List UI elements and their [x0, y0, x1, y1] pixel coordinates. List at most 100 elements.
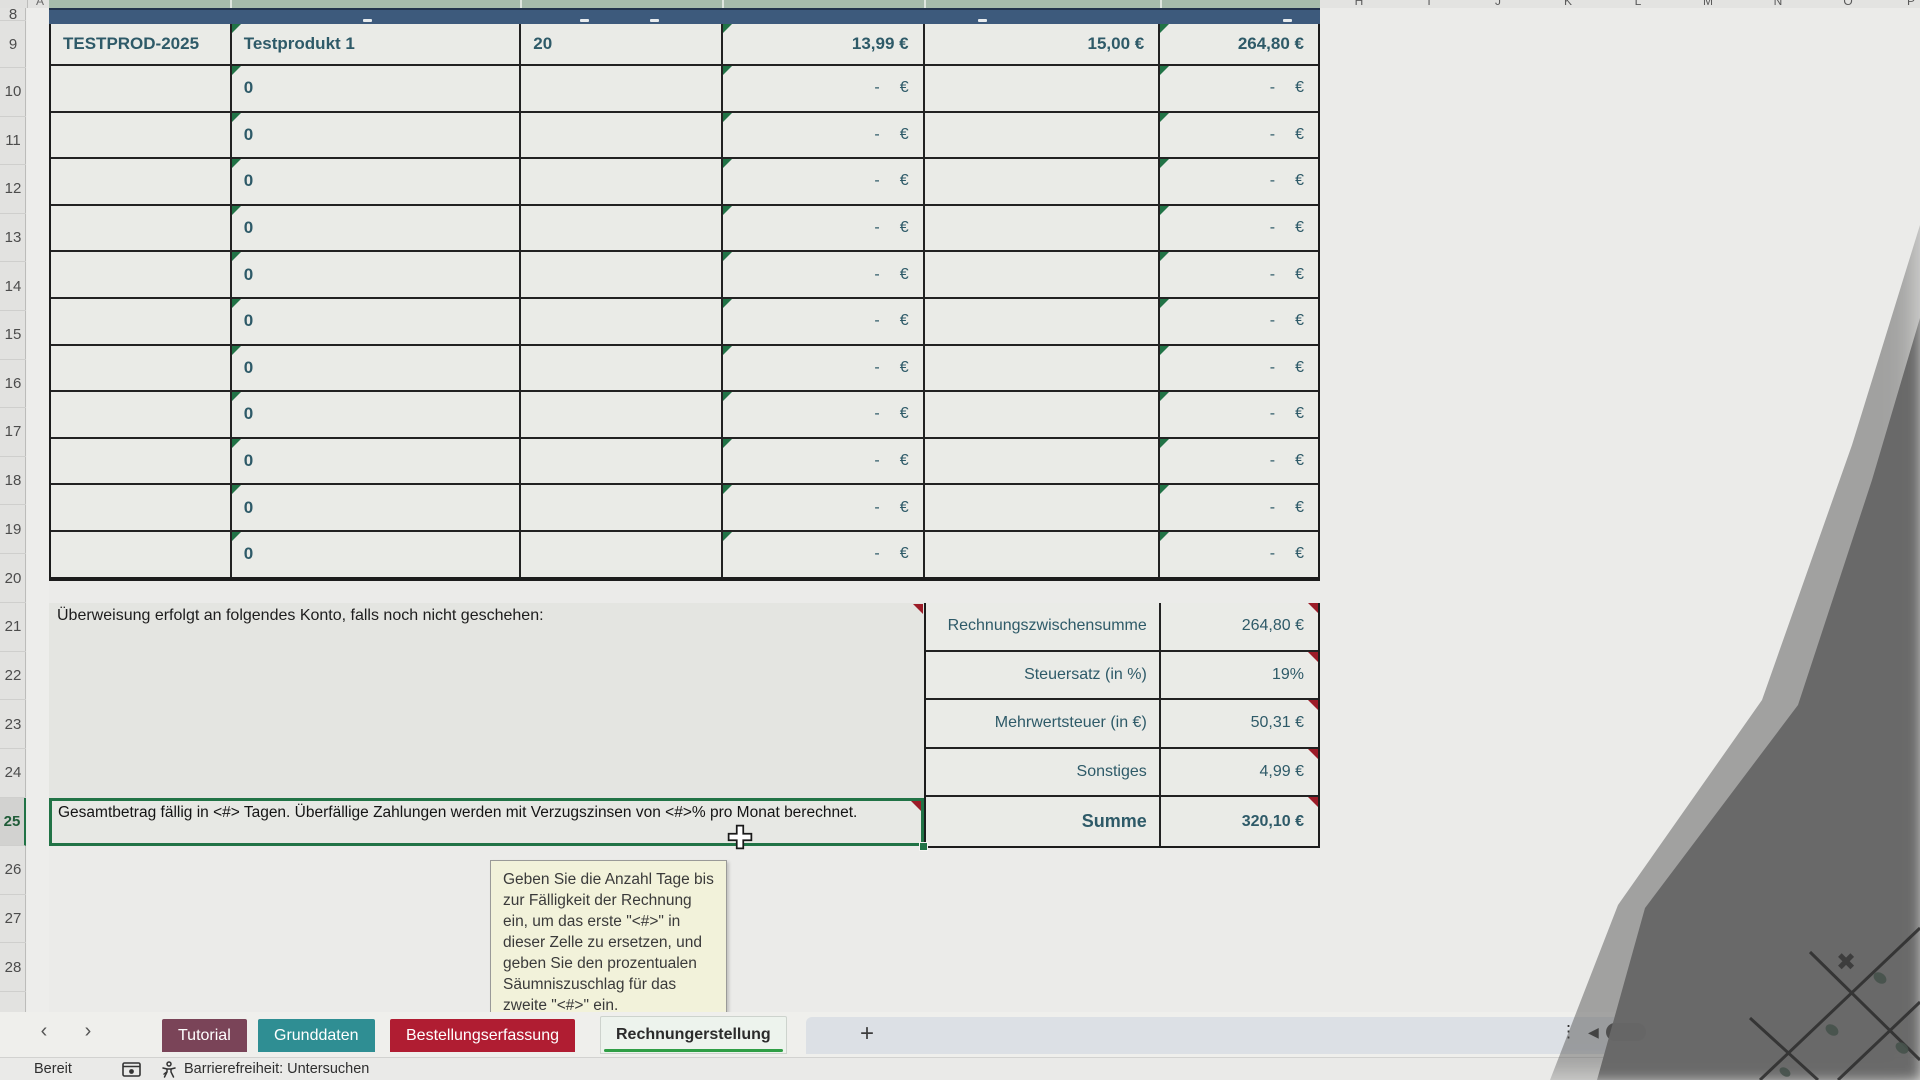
cell-shipping[interactable]: 15,00 €: [925, 24, 1161, 64]
cell-total[interactable]: - €: [1160, 298, 1318, 344]
cell-total[interactable]: - €: [1160, 345, 1318, 391]
row-header-14[interactable]: 14: [0, 262, 26, 311]
cell-product-name[interactable]: 0: [231, 485, 522, 530]
summary-label[interactable]: Rechnungszwischensumme: [926, 603, 1161, 650]
sheet-tab-bestellungserfassung[interactable]: Bestellungserfassung: [390, 1019, 575, 1052]
row-number-gutter[interactable]: 8 9 10 11 12 13 14 15 16 17 18 19 20 21 22 23 24 25 26 27 28: [0, 6, 26, 1012]
cell-shipping[interactable]: [925, 345, 1161, 391]
cell-shipping[interactable]: [925, 205, 1161, 251]
column-letter-o[interactable]: O: [1843, 0, 1853, 8]
row-header-20[interactable]: 20: [0, 554, 26, 603]
column-letter-k[interactable]: K: [1563, 0, 1572, 8]
cell-unit-price[interactable]: - €: [722, 392, 925, 437]
cell-unit-price[interactable]: - €: [722, 485, 925, 530]
cell-product-id[interactable]: [51, 66, 232, 111]
sheet-tab-rechnungerstellung[interactable]: Rechnungerstellung: [600, 1016, 787, 1054]
cell-unit-price[interactable]: 13,99 €: [722, 24, 925, 64]
cell-product-name[interactable]: 0: [231, 345, 522, 391]
row-header-9[interactable]: 9: [0, 21, 26, 68]
cell-unit-price[interactable]: - €: [722, 531, 925, 577]
cell-quantity[interactable]: [521, 345, 723, 391]
cell-quantity[interactable]: [521, 485, 723, 530]
row-header-8[interactable]: 8: [0, 6, 26, 23]
cell-shipping[interactable]: [925, 252, 1161, 297]
cell-shipping[interactable]: [925, 485, 1161, 530]
cell-product-name[interactable]: 0: [231, 205, 522, 251]
cell-quantity[interactable]: [521, 298, 723, 344]
macro-record-icon[interactable]: [122, 1062, 142, 1078]
cell-quantity[interactable]: [521, 112, 723, 158]
cell-total[interactable]: 264,80 €: [1160, 24, 1318, 64]
cell-quantity[interactable]: [521, 252, 723, 297]
cell-product-id[interactable]: [51, 112, 232, 158]
table-row-empty[interactable]: 0 - € - €: [51, 159, 1318, 206]
cell-unit-price[interactable]: - €: [722, 438, 925, 484]
table-row-empty[interactable]: 0 - € - €: [51, 205, 1318, 253]
column-letter-n[interactable]: N: [1773, 0, 1783, 8]
table-row-empty[interactable]: 0 - € - €: [51, 66, 1318, 113]
summary-label[interactable]: Summe: [926, 797, 1161, 846]
row-header-28[interactable]: 28: [0, 943, 26, 992]
cell-product-name[interactable]: 0: [231, 438, 522, 484]
cell-shipping[interactable]: [925, 392, 1161, 437]
cell-product-id[interactable]: [51, 252, 232, 297]
sheet-nav-prev-icon[interactable]: ‹: [40, 1020, 48, 1042]
summary-label[interactable]: Steuersatz (in %): [926, 651, 1161, 699]
table-row[interactable]: TESTPROD-2025 Testprodukt 1 20 13,99 € 1…: [51, 24, 1318, 66]
cell-total[interactable]: - €: [1160, 159, 1318, 204]
row-header-23[interactable]: 23: [0, 700, 26, 750]
cell-product-id[interactable]: [51, 205, 232, 251]
summary-value[interactable]: 19%: [1161, 651, 1318, 699]
row-header-10[interactable]: 10: [0, 68, 26, 117]
summary-label[interactable]: Mehrwertsteuer (in €): [926, 700, 1161, 747]
cell-total[interactable]: - €: [1160, 485, 1318, 530]
cell-quantity[interactable]: [521, 392, 723, 437]
table-row-empty[interactable]: 0 - € - €: [51, 112, 1318, 160]
sheet-tab-grunddaten[interactable]: Grunddaten: [258, 1019, 375, 1052]
cell-total[interactable]: - €: [1160, 112, 1318, 158]
cell-quantity[interactable]: [521, 205, 723, 251]
cell-product-id[interactable]: TESTPROD-2025: [51, 24, 232, 64]
cell-unit-price[interactable]: - €: [722, 298, 925, 344]
row-header-17[interactable]: 17: [0, 408, 26, 457]
table-row-empty[interactable]: 0 - € - €: [51, 252, 1318, 299]
row-header-21[interactable]: 21: [0, 603, 26, 652]
cell-quantity[interactable]: 20: [521, 24, 723, 64]
row-header-16[interactable]: 16: [0, 360, 26, 409]
summary-label[interactable]: Sonstiges: [926, 748, 1161, 796]
hscroll-thumb[interactable]: [1606, 1023, 1646, 1041]
cell-unit-price[interactable]: - €: [722, 345, 925, 391]
table-row-empty[interactable]: 0 - € - €: [51, 345, 1318, 393]
accessibility-person-icon[interactable]: [160, 1061, 178, 1079]
selection-fill-handle[interactable]: [919, 842, 928, 851]
column-letter-l[interactable]: L: [1634, 0, 1642, 8]
cell-quantity[interactable]: [521, 438, 723, 484]
cell-product-id[interactable]: [51, 298, 232, 344]
cell-total[interactable]: - €: [1160, 438, 1318, 484]
cell-product-id[interactable]: [51, 392, 232, 437]
cell-product-id[interactable]: [51, 485, 232, 530]
invoice-table-header-row[interactable]: [49, 8, 1320, 24]
row-header-11[interactable]: 11: [0, 117, 26, 166]
cell-unit-price[interactable]: - €: [722, 159, 925, 204]
row-header-15[interactable]: 15: [0, 311, 26, 360]
cell-product-name[interactable]: 0: [231, 66, 522, 111]
tab-overflow-icon[interactable]: ⋮: [1560, 1022, 1577, 1041]
cell-product-id[interactable]: [51, 438, 232, 484]
cell-product-name[interactable]: 0: [231, 298, 522, 344]
column-letter-m[interactable]: M: [1703, 0, 1713, 8]
cell-quantity[interactable]: [521, 66, 723, 111]
cell-total[interactable]: - €: [1160, 66, 1318, 111]
bank-details-area[interactable]: Überweisung erfolgt an folgendes Konto, …: [49, 603, 924, 798]
row-header-22[interactable]: 22: [0, 652, 26, 701]
cell-unit-price[interactable]: - €: [722, 66, 925, 111]
cell-product-name[interactable]: 0: [231, 112, 522, 158]
column-letter-p[interactable]: P: [1906, 0, 1915, 8]
cell-total[interactable]: - €: [1160, 531, 1318, 577]
summary-value[interactable]: 264,80 €: [1161, 603, 1318, 650]
hscroll-left-icon[interactable]: ◀: [1588, 1024, 1599, 1040]
table-row-empty[interactable]: 0 - € - €: [51, 438, 1318, 486]
table-row-empty[interactable]: 0 - € - €: [51, 531, 1318, 579]
summary-value[interactable]: 50,31 €: [1161, 700, 1318, 747]
